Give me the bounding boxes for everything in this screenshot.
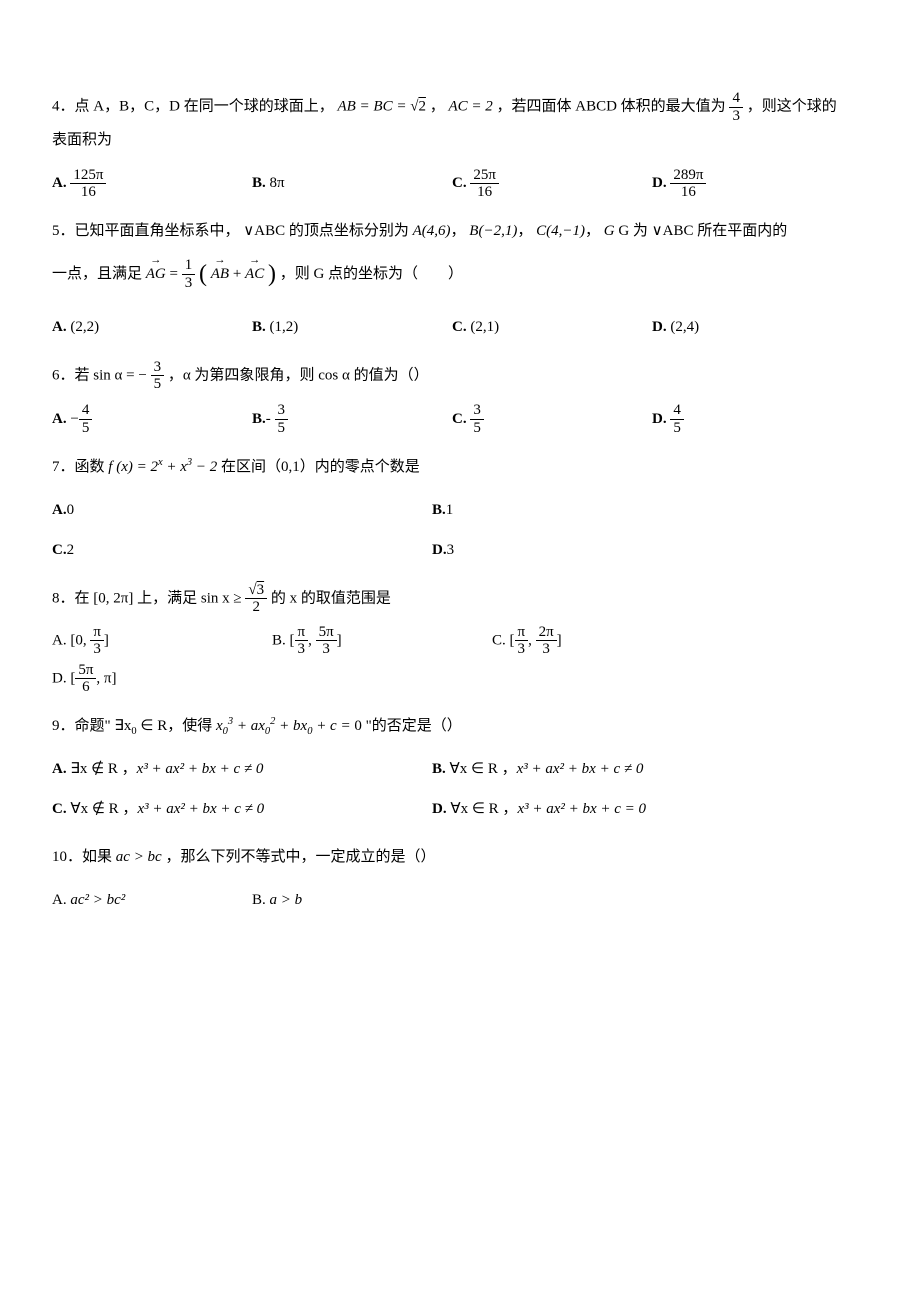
q9-opt-b: B. ∀x ∈ R ，x³ + ax² + bx + c ≠ 0 [432,751,812,787]
q7-number: 7． [52,459,75,475]
question-10: 10．如果 ac > bc ，那么下列不等式中，一定成立的是（） A. ac² … [52,841,872,922]
q4-opt-a: A. 125π16 [52,165,252,201]
question-8: 8．在 [0, 2π] 上，满足 sin x ≥ √32 的 x 的取值范围是 … [52,582,872,700]
q4-text-d: 表面积为 [52,132,112,148]
q5-opt-c: C. (2,1) [452,309,652,345]
q8-opt-b: B. [π3, 5π3] [272,624,492,658]
q5-stem: 5．已知平面直角坐标系中， ∨ABC 的顶点坐标分别为 A(4,6)， B(−2… [52,215,872,301]
q6-opt-d: D. 45 [652,401,852,437]
q6-opt-a: A. −45 [52,401,252,437]
q8-opt-d: D. [5π6, π] [52,662,272,696]
q4-ab-bc: AB = BC = √2 [337,98,425,114]
q7-options: A.0 B.1 C.2 D.3 [52,492,872,572]
q8-number: 8． [52,590,75,606]
q9-options: A. ∃x ∉ R ，x³ + ax² + bx + c ≠ 0 B. ∀x ∈… [52,751,872,831]
q9-opt-d: D. ∀x ∈ R ，x³ + ax² + bx + c = 0 [432,791,812,827]
q6-number: 6． [52,367,75,383]
q4-options: A. 125π16 B. 8π C. 25π16 D. 289π16 [52,165,872,205]
question-5: 5．已知平面直角坐标系中， ∨ABC 的顶点坐标分别为 A(4,6)， B(−2… [52,215,872,349]
q4-opt-b: B. 8π [252,165,452,201]
q10-stem: 10．如果 ac > bc ，那么下列不等式中，一定成立的是（） [52,841,872,874]
q8-opt-c: C. [π3, 2π3] [492,624,712,658]
q5-opt-d: D. (2,4) [652,309,852,345]
q8-options: A. [0, π3] B. [π3, 5π3] C. [π3, 2π3] D. … [52,624,872,700]
vec-ag: AG [146,258,166,291]
question-4: 4．点 A，B，C，D 在同一个球的球面上， AB = BC = √2 ， AC… [52,90,872,205]
q7-opt-b: B.1 [432,492,812,528]
q10-opt-a: A. ac² > bc² [52,882,252,918]
q4-text-b: ，若四面体 ABCD 体积的最大值为 [497,98,726,114]
q4-text-c: ，则这个球的 [747,98,837,114]
q4-number: 4． [52,98,75,114]
q6-options: A. −45 B.- 35 C. 35 D. 45 [52,401,872,441]
q9-number: 9． [52,718,75,734]
q5-opt-b: B. (1,2) [252,309,452,345]
question-9: 9．命题" ∃x0 ∈ R，使得 x03 + ax02 + bx0 + c = … [52,710,872,831]
q10-options: A. ac² > bc² B. a > b [52,882,872,922]
q9-opt-c: C. ∀x ∉ R ，x³ + ax² + bx + c ≠ 0 [52,791,432,827]
q8-stem: 8．在 [0, 2π] 上，满足 sin x ≥ √32 的 x 的取值范围是 [52,582,872,616]
q7-stem: 7．函数 f (x) = 2x + x3 − 2 在区间（0,1）内的零点个数是 [52,451,872,484]
q4-ac: AC = 2 [448,98,492,114]
q10-number: 10． [52,849,82,865]
question-7: 7．函数 f (x) = 2x + x3 − 2 在区间（0,1）内的零点个数是… [52,451,872,572]
q8-opt-a: A. [0, π3] [52,624,272,658]
vec-ab: AB [211,258,229,291]
q6-stem: 6．若 sin α = − 35 ，α 为第四象限角，则 cos α 的值为（） [52,359,872,393]
q10-opt-b: B. a > b [252,882,452,918]
q7-opt-c: C.2 [52,532,432,568]
q4-opt-c: C. 25π16 [452,165,652,201]
q4-opt-d: D. 289π16 [652,165,852,201]
q9-opt-a: A. ∃x ∉ R ，x³ + ax² + bx + c ≠ 0 [52,751,432,787]
q9-stem: 9．命题" ∃x0 ∈ R，使得 x03 + ax02 + bx0 + c = … [52,710,872,743]
q7-opt-a: A.0 [52,492,432,528]
q4-text-a: 点 A，B，C，D 在同一个球的球面上， [75,98,334,114]
vec-ac: AC [245,258,264,291]
q4-frac-max: 43 [729,90,743,124]
q5-opt-a: A. (2,2) [52,309,252,345]
q4-stem: 4．点 A，B，C，D 在同一个球的球面上， AB = BC = √2 ， AC… [52,90,872,157]
q7-opt-d: D.3 [432,532,812,568]
question-6: 6．若 sin α = − 35 ，α 为第四象限角，则 cos α 的值为（）… [52,359,872,441]
q6-opt-c: C. 35 [452,401,652,437]
q6-opt-b: B.- 35 [252,401,452,437]
q5-options: A. (2,2) B. (1,2) C. (2,1) D. (2,4) [52,309,872,349]
q5-number: 5． [52,223,75,239]
